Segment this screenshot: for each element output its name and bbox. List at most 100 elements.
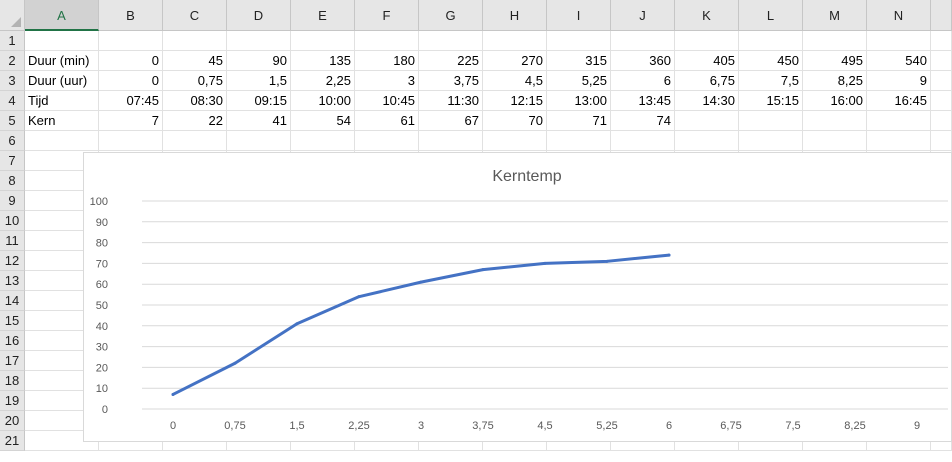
cell[interactable] bbox=[99, 31, 163, 51]
cell[interactable] bbox=[419, 131, 483, 151]
cell-value[interactable]: 135 bbox=[291, 51, 355, 71]
row-header-12[interactable]: 12 bbox=[0, 251, 25, 271]
cell[interactable] bbox=[931, 131, 952, 151]
cell[interactable] bbox=[291, 131, 355, 151]
cell[interactable] bbox=[163, 131, 227, 151]
row-header-15[interactable]: 15 bbox=[0, 311, 25, 331]
cell[interactable] bbox=[227, 31, 291, 51]
cell-value[interactable]: 07:45 bbox=[99, 91, 163, 111]
cell[interactable] bbox=[803, 31, 867, 51]
cell-value[interactable]: 54 bbox=[291, 111, 355, 131]
column-header-m[interactable]: M bbox=[803, 0, 867, 31]
row-header-3[interactable]: 3 bbox=[0, 71, 25, 91]
cell[interactable] bbox=[419, 31, 483, 51]
cell-value[interactable]: 0 bbox=[99, 71, 163, 91]
column-header-l[interactable]: L bbox=[739, 0, 803, 31]
column-header-e[interactable]: E bbox=[291, 0, 355, 31]
cell-label[interactable]: Duur (min) bbox=[25, 51, 99, 71]
cell-value[interactable]: 6,75 bbox=[675, 71, 739, 91]
cell-value[interactable]: 6 bbox=[611, 71, 675, 91]
cell-value[interactable]: 10:00 bbox=[291, 91, 355, 111]
column-header-b[interactable]: B bbox=[99, 0, 163, 31]
cell-label[interactable]: Kern bbox=[25, 111, 99, 131]
column-header-a[interactable]: A bbox=[25, 0, 99, 31]
cell-value[interactable]: 5,25 bbox=[547, 71, 611, 91]
cell-value[interactable]: 2,25 bbox=[291, 71, 355, 91]
cell-value[interactable]: 11:30 bbox=[419, 91, 483, 111]
column-header-f[interactable]: F bbox=[355, 0, 419, 31]
cell-value[interactable]: 14:30 bbox=[675, 91, 739, 111]
cell[interactable] bbox=[99, 131, 163, 151]
row-header-18[interactable]: 18 bbox=[0, 371, 25, 391]
cell-value[interactable]: 7,5 bbox=[739, 71, 803, 91]
cell[interactable] bbox=[931, 91, 952, 111]
cell-value[interactable]: 08:30 bbox=[163, 91, 227, 111]
cell-value[interactable]: 360 bbox=[611, 51, 675, 71]
cell-value[interactable]: 16:00 bbox=[803, 91, 867, 111]
row-header-20[interactable]: 20 bbox=[0, 411, 25, 431]
row-header-17[interactable]: 17 bbox=[0, 351, 25, 371]
cell-value[interactable]: 0 bbox=[99, 51, 163, 71]
cell-value[interactable]: 13:45 bbox=[611, 91, 675, 111]
cell[interactable] bbox=[355, 31, 419, 51]
cell-value[interactable]: 4,5 bbox=[483, 71, 547, 91]
cell-value[interactable] bbox=[739, 111, 803, 131]
cell-value[interactable]: 0,75 bbox=[163, 71, 227, 91]
cell-value[interactable]: 405 bbox=[675, 51, 739, 71]
cell[interactable] bbox=[25, 131, 99, 151]
cell[interactable] bbox=[355, 131, 419, 151]
cell-value[interactable]: 450 bbox=[739, 51, 803, 71]
column-header-next[interactable] bbox=[931, 0, 952, 31]
cell[interactable] bbox=[931, 31, 952, 51]
cell-value[interactable]: 8,25 bbox=[803, 71, 867, 91]
column-header-g[interactable]: G bbox=[419, 0, 483, 31]
cell-value[interactable]: 9 bbox=[867, 71, 931, 91]
cell-value[interactable]: 67 bbox=[419, 111, 483, 131]
cell[interactable] bbox=[547, 31, 611, 51]
cell-label[interactable]: Tijd bbox=[25, 91, 99, 111]
cell[interactable] bbox=[675, 131, 739, 151]
cell[interactable] bbox=[867, 131, 931, 151]
cell-value[interactable]: 74 bbox=[611, 111, 675, 131]
cell-value[interactable]: 495 bbox=[803, 51, 867, 71]
column-header-c[interactable]: C bbox=[163, 0, 227, 31]
cell[interactable] bbox=[675, 31, 739, 51]
row-header-11[interactable]: 11 bbox=[0, 231, 25, 251]
row-header-6[interactable]: 6 bbox=[0, 131, 25, 151]
cell[interactable] bbox=[25, 31, 99, 51]
cell[interactable] bbox=[867, 31, 931, 51]
row-header-7[interactable]: 7 bbox=[0, 151, 25, 171]
cell-value[interactable]: 16:45 bbox=[867, 91, 931, 111]
cell-value[interactable]: 7 bbox=[99, 111, 163, 131]
cell[interactable] bbox=[931, 51, 952, 71]
cell[interactable] bbox=[227, 131, 291, 151]
column-header-j[interactable]: J bbox=[611, 0, 675, 31]
cell[interactable] bbox=[803, 131, 867, 151]
cell[interactable] bbox=[547, 131, 611, 151]
row-header-9[interactable]: 9 bbox=[0, 191, 25, 211]
row-header-21[interactable]: 21 bbox=[0, 431, 25, 451]
cell-value[interactable]: 90 bbox=[227, 51, 291, 71]
cell[interactable] bbox=[739, 31, 803, 51]
cell-value[interactable]: 13:00 bbox=[547, 91, 611, 111]
cell[interactable] bbox=[931, 71, 952, 91]
cell-value[interactable] bbox=[867, 111, 931, 131]
cell-value[interactable]: 71 bbox=[547, 111, 611, 131]
cell[interactable] bbox=[163, 31, 227, 51]
row-header-2[interactable]: 2 bbox=[0, 51, 25, 71]
cell-value[interactable]: 15:15 bbox=[739, 91, 803, 111]
cell-value[interactable]: 12:15 bbox=[483, 91, 547, 111]
cell-value[interactable]: 61 bbox=[355, 111, 419, 131]
row-header-13[interactable]: 13 bbox=[0, 271, 25, 291]
column-header-d[interactable]: D bbox=[227, 0, 291, 31]
cell-value[interactable]: 180 bbox=[355, 51, 419, 71]
cell-value[interactable]: 22 bbox=[163, 111, 227, 131]
cell[interactable] bbox=[931, 111, 952, 131]
cell-value[interactable]: 45 bbox=[163, 51, 227, 71]
column-header-n[interactable]: N bbox=[867, 0, 931, 31]
cell[interactable] bbox=[483, 131, 547, 151]
row-header-5[interactable]: 5 bbox=[0, 111, 25, 131]
cell-label[interactable]: Duur (uur) bbox=[25, 71, 99, 91]
row-header-14[interactable]: 14 bbox=[0, 291, 25, 311]
